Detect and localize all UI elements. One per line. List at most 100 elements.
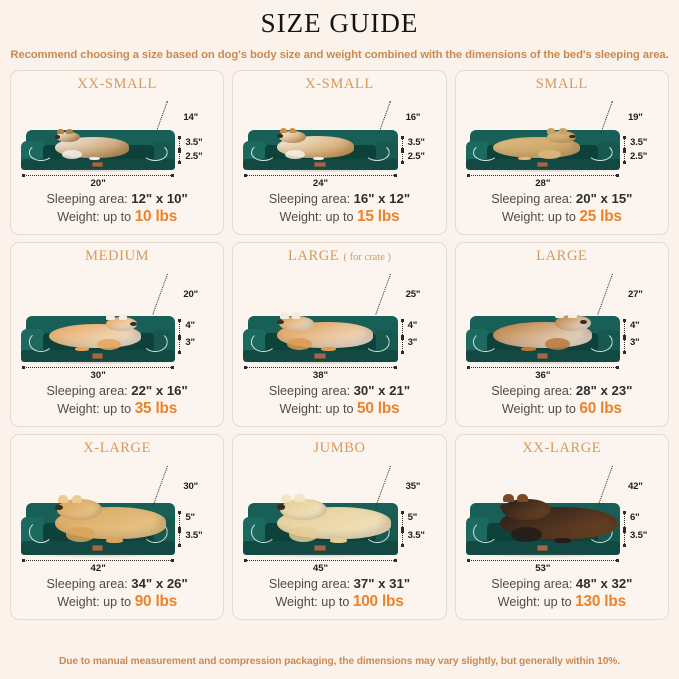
bed-brand-tag [91,353,104,359]
bolster-label: 3.5" [629,136,648,148]
bed-piping-left [28,521,54,544]
sleeping-area-line: Sleeping area: 16" x 12" [239,190,439,208]
bed-brand-tag [314,544,326,552]
sleeping-area-prefix: Sleeping area: [268,383,354,398]
bed-shadow [24,552,173,558]
dimension-callouts: 14" 3.5" 2.5" [155,96,217,170]
pet-illustration [54,128,129,161]
dog-bed-illustration [465,311,620,365]
dog-bed-illustration [21,313,176,365]
pet-ear-left [279,127,287,134]
bed-wrapper [243,268,398,365]
base-height-line [178,530,182,548]
size-card-title: X-SMALL [305,75,374,95]
pet-ear-left [547,128,555,134]
pet-illustration [277,494,392,544]
base-height-line [400,150,404,164]
size-card[interactable]: JUMBO 35" 5" [232,433,447,620]
width-dimension-line [244,558,397,562]
size-card[interactable]: LARGE ( for crate ) 25" [232,241,447,427]
sleeping-area-value: 16" x 12" [353,190,411,206]
size-card[interactable]: X-LARGE 30" 5 [10,433,225,620]
width-dimension-line [244,365,397,369]
pet-chest [96,338,121,350]
bed-shadow [24,359,173,365]
height-label: 20" [183,288,198,300]
size-card[interactable]: XX-SMALL 14" [10,69,225,235]
pet-ear-right [71,494,82,503]
bolster-height-line [622,318,626,338]
bed-piping-left [28,144,54,161]
sleeping-area-prefix: Sleeping area: [491,576,576,591]
size-card[interactable]: X-SMALL 16" 3 [232,69,447,235]
pet-snout [54,504,63,510]
base-label: 2.5" [185,150,203,162]
weight-value: 10 lbs [134,208,178,226]
sleeping-area-value: 20" x 15" [575,190,633,206]
base-label: 3.5" [629,530,648,542]
bed-piping-left [28,332,54,352]
size-name: X-LARGE [83,439,152,456]
base-height-line [400,530,404,548]
bolster-height-line [178,135,182,152]
pet-paw [517,156,531,161]
bed-brand-tag [314,353,326,359]
pet-paw [521,346,536,352]
weight-value: 25 lbs [579,208,622,226]
sleeping-area-value: 28" x 23" [575,382,633,398]
dog-bed-illustration [465,494,620,558]
sleeping-area-prefix: Sleeping area: [46,383,132,398]
sleeping-area-value: 22" x 16" [131,382,188,398]
size-name-note: ( for crate ) [343,251,392,263]
base-height-line [622,337,626,355]
size-card-title: JUMBO [313,439,365,459]
bed-piping-right [587,144,613,161]
pet-snout [499,504,508,510]
sleeping-area-prefix: Sleeping area: [268,576,354,591]
size-card-grid: XX-SMALL 14" [10,69,669,620]
bed-brand-tag [536,544,548,552]
bed-shadow [468,552,617,558]
sleeping-area-prefix: Sleeping area: [491,191,576,206]
height-label: 19" [627,112,643,124]
bed-wrapper [243,460,398,558]
bed-piping-left [473,521,499,544]
size-name: MEDIUM [85,247,150,264]
pet-paw [321,346,336,352]
bolster-height-line [178,318,182,338]
pet-head [547,131,577,143]
pet-snout [277,134,283,138]
size-card-specs: Sleeping area: 37" x 31" Weight: up to 1… [239,575,439,614]
pet-chest [538,149,561,160]
pet-head [57,499,102,520]
pet-ear-right [568,311,578,319]
size-card-specs: Sleeping area: 16" x 12" Weight: up to 1… [239,190,439,229]
bed-illustration-area: 14" 3.5" 2.5" 20" [17,94,217,190]
size-card[interactable]: MEDIUM 20" 4" [10,241,225,427]
base-label: 3.5" [407,530,425,542]
size-card[interactable]: SMALL 19" 3.5 [454,69,669,235]
weight-line: Weight: up to 50 lbs [239,399,439,419]
bed-brand-tag [314,161,326,167]
base-label: 2.5" [629,150,648,162]
size-card[interactable]: LARGE 27" 4" [454,241,669,427]
size-card-specs: Sleeping area: 20" x 15" Weight: up to 2… [462,190,662,229]
pet-snout [580,319,588,324]
bed-brand-tag [91,161,104,167]
weight-prefix: Weight: up to [501,210,580,225]
bed-wrapper [465,96,620,173]
width-label: 28" [535,177,551,189]
page-subtitle: Recommend choosing a size based on dog's… [10,48,669,61]
weight-value: 50 lbs [357,400,400,418]
size-card[interactable]: XX-LARGE 42" [454,433,669,620]
sleeping-area-value: 34" x 26" [131,575,188,591]
bed-shadow [24,167,173,173]
bolster-label: 3.5" [185,136,203,148]
pet-ear-left [280,311,289,319]
bed-brand-tag [536,161,548,167]
width-label: 30" [90,369,106,381]
size-card-specs: Sleeping area: 30" x 21" Weight: up to 5… [239,382,439,421]
bolster-height-line [178,511,182,531]
bed-illustration-area: 27" 4" 3" 36" [462,266,662,382]
size-card-title: LARGE [536,247,587,267]
